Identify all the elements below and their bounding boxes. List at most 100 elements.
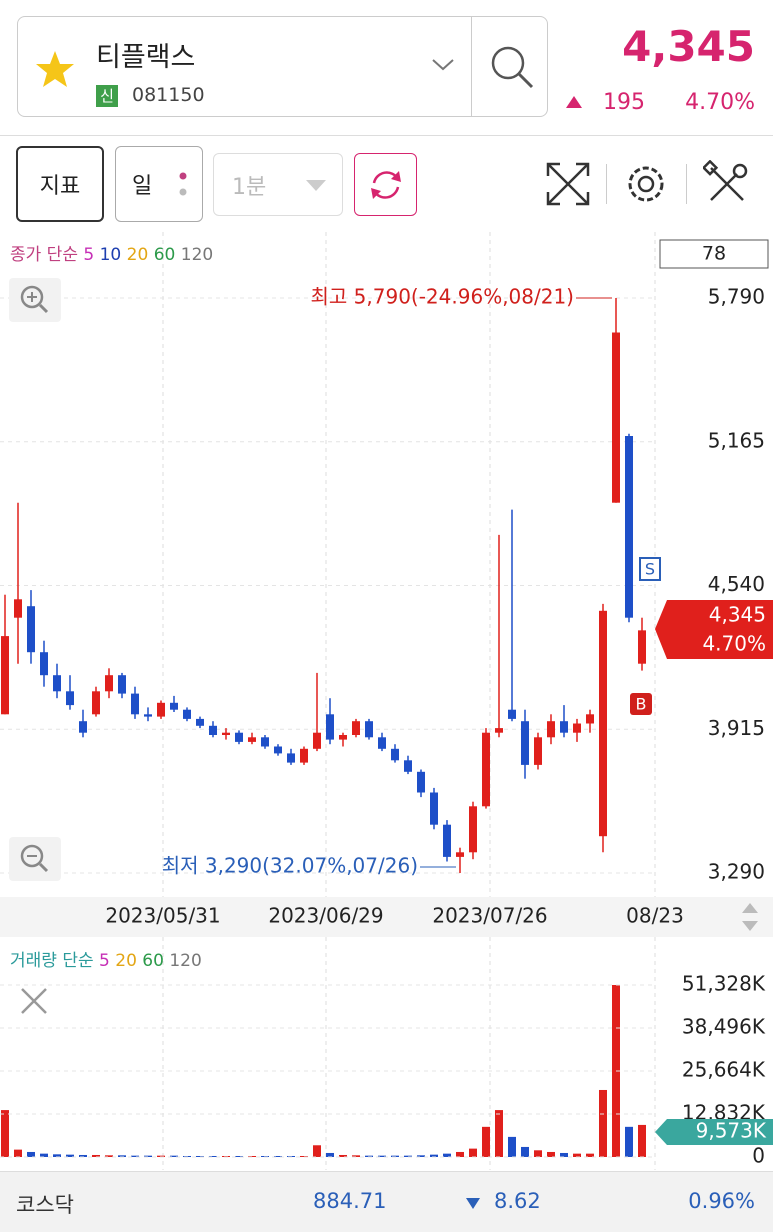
volume-bar — [131, 1155, 139, 1157]
volume-bar — [287, 1155, 295, 1157]
volume-bar — [1, 1110, 9, 1157]
volume-bar — [53, 1154, 61, 1157]
volume-bar — [534, 1150, 542, 1157]
up-triangle — [566, 96, 582, 108]
interval-arrow — [306, 180, 326, 191]
current-price: 4,345 — [709, 603, 766, 627]
tools-icon[interactable] — [703, 160, 751, 208]
zoom-button[interactable] — [9, 837, 61, 881]
zoom-icon — [20, 844, 44, 868]
legend-item: 60 — [142, 951, 164, 971]
price-change-pct: 4.70% — [685, 90, 755, 115]
volume-bar — [547, 1151, 555, 1157]
badge: 신 — [96, 85, 118, 107]
candle-body — [625, 436, 633, 618]
divider — [606, 164, 607, 204]
volume-bar — [313, 1145, 321, 1157]
min-note: 최저 3,290(32.07%,07/26) — [162, 854, 418, 878]
x-tick-label: 08/23 — [626, 904, 684, 928]
index-name: 코스닥 — [16, 1193, 74, 1217]
candle-body — [638, 630, 646, 664]
zoom-icon — [38, 303, 49, 314]
candle-body — [391, 748, 399, 761]
volume-bar — [508, 1136, 516, 1157]
candle-body — [378, 737, 386, 749]
candle-body — [339, 735, 347, 740]
candle-body — [79, 721, 87, 733]
candle-body — [53, 675, 61, 692]
x-tick-label: 2023/06/29 — [268, 904, 383, 928]
volume-bar — [482, 1126, 490, 1157]
candle-body — [118, 675, 126, 694]
candle-body — [573, 723, 581, 733]
signal-b-label: B — [636, 695, 647, 714]
candle-body — [27, 606, 35, 653]
volume-bar — [14, 1149, 22, 1157]
candle-body — [274, 746, 282, 754]
settings-icon[interactable] — [622, 160, 670, 208]
candle-body — [209, 725, 217, 735]
toolbar: 지표 일 1분 — [0, 136, 773, 232]
refresh-button[interactable] — [354, 153, 417, 216]
volume-current-box — [655, 1119, 773, 1145]
candle-body — [404, 760, 412, 772]
dropdown-arrow[interactable] — [431, 57, 455, 73]
candle-body — [170, 702, 178, 710]
interval-label: 1분 — [232, 174, 267, 200]
volume-bar — [378, 1155, 386, 1157]
candle-body — [300, 748, 308, 763]
period-label: 일 — [132, 174, 153, 199]
candle-body — [196, 718, 204, 726]
zoom-button[interactable] — [9, 278, 61, 322]
search-box[interactable]: 티플랙스 신 081150 — [17, 16, 548, 117]
candle-body — [92, 691, 100, 715]
volume-bar — [40, 1153, 48, 1157]
search-icon[interactable] — [488, 43, 538, 93]
interval-button[interactable]: 1분 — [213, 153, 343, 216]
refresh-icon — [370, 170, 401, 199]
volume-bar — [625, 1126, 633, 1157]
volume-bar — [248, 1155, 256, 1157]
candle-body — [261, 737, 269, 747]
candle-body — [352, 721, 360, 735]
volume-bar — [352, 1155, 360, 1157]
candle-body — [183, 709, 191, 719]
index-value: 884.71 — [313, 1189, 387, 1213]
volume-bar — [599, 1089, 607, 1157]
candle-body — [1, 636, 9, 715]
expand-icon[interactable] — [544, 160, 592, 208]
star-icon[interactable] — [34, 49, 76, 89]
stock-name: 티플랙스 — [96, 42, 196, 73]
period-button[interactable]: 일 — [115, 146, 203, 222]
candle-body — [469, 806, 477, 853]
volume-bar — [196, 1155, 204, 1157]
volume-bar — [261, 1155, 269, 1157]
scroll-arrows — [742, 903, 758, 931]
volume-bar — [638, 1124, 646, 1157]
volume-bar — [222, 1155, 230, 1157]
zoom-icon — [38, 862, 49, 873]
indicator-button[interactable]: 지표 — [16, 146, 104, 222]
candle-body — [612, 332, 620, 503]
stock-code: 081150 — [132, 84, 205, 106]
divider — [686, 164, 687, 204]
volume-bar — [469, 1148, 477, 1157]
volume-bar — [391, 1155, 399, 1157]
candle-body — [157, 702, 165, 717]
close-icon[interactable] — [21, 988, 47, 1014]
volume-bar — [105, 1155, 113, 1157]
candle-body — [599, 610, 607, 837]
candle-body — [417, 771, 425, 793]
counter: 78 — [702, 243, 726, 265]
y-tick-label: 3,290 — [708, 860, 765, 884]
candle-body — [365, 721, 373, 738]
volume-bar — [118, 1155, 126, 1157]
signal-s-label: S — [645, 560, 655, 579]
volume-bar — [339, 1154, 347, 1157]
candle-body — [66, 691, 74, 706]
volume-bar — [27, 1151, 35, 1157]
x-tick-label: 2023/05/31 — [105, 904, 220, 928]
candle-body — [287, 753, 295, 763]
volume-bar — [456, 1151, 464, 1157]
